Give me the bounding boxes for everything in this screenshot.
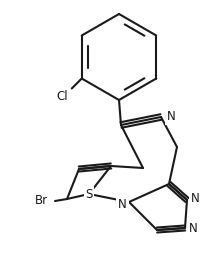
Text: Cl: Cl (56, 90, 67, 103)
Text: Br: Br (35, 195, 48, 208)
Text: N: N (118, 198, 127, 211)
Text: N: N (191, 192, 200, 205)
Text: S: S (85, 188, 93, 201)
Text: N: N (167, 111, 176, 124)
Text: N: N (189, 221, 198, 234)
